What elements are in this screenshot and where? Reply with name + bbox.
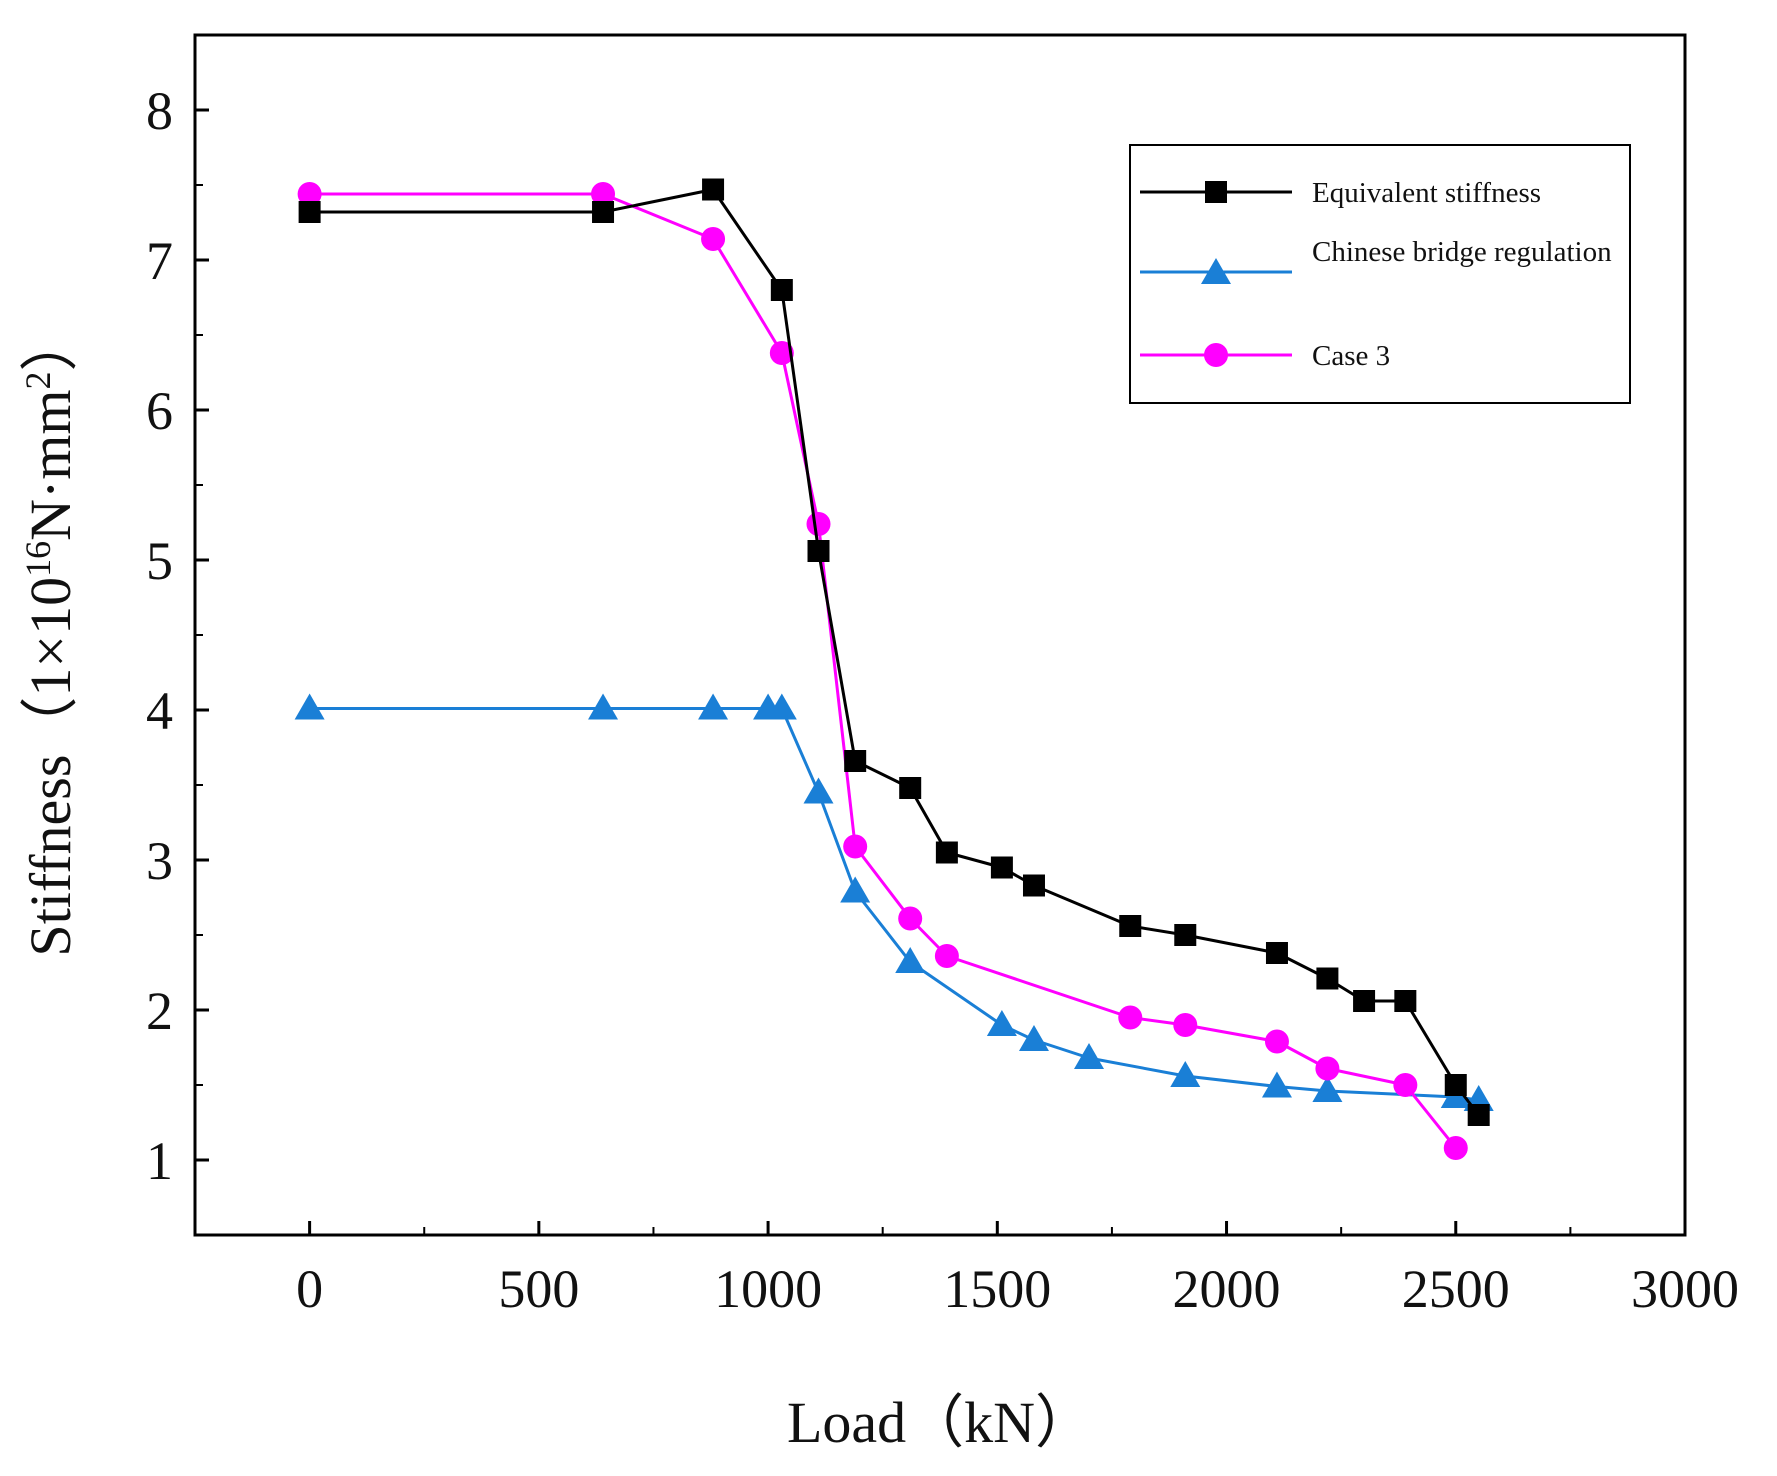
data-point bbox=[1018, 1025, 1049, 1051]
data-point bbox=[843, 834, 868, 859]
data-point bbox=[588, 693, 619, 720]
data-point bbox=[806, 512, 831, 536]
y-tick-label: 1 bbox=[146, 1131, 173, 1191]
data-point bbox=[1119, 915, 1142, 937]
data-point bbox=[702, 178, 725, 201]
y-tick-label: 4 bbox=[146, 681, 173, 741]
x-tick-label: 3000 bbox=[1631, 1259, 1739, 1319]
legend-label-chinese-bridge-regulation: Chinese bridge regulation bbox=[1312, 236, 1612, 268]
x-axis-title: Load（kN） bbox=[787, 1390, 1093, 1455]
x-tick-label: 2500 bbox=[1402, 1259, 1510, 1319]
data-point bbox=[844, 750, 867, 772]
legend-marker-chinese-bridge-regulation bbox=[1201, 258, 1231, 284]
data-point bbox=[1467, 1104, 1490, 1126]
data-point bbox=[1312, 1076, 1343, 1102]
y-axis-title-suffix: ） bbox=[18, 313, 83, 371]
data-point bbox=[807, 540, 830, 562]
data-point bbox=[1394, 990, 1417, 1012]
y-axis-title-prefix: Stiffness（1×10 bbox=[18, 577, 83, 957]
y-tick-label: 6 bbox=[146, 381, 173, 441]
x-tick-label: 2000 bbox=[1173, 1259, 1281, 1319]
legend-marker-equivalent-stiffness bbox=[1205, 181, 1227, 203]
legend-marker-case-3 bbox=[1204, 343, 1228, 367]
x-tick-label: 500 bbox=[498, 1259, 579, 1319]
data-point bbox=[1022, 874, 1045, 897]
data-point bbox=[1173, 1013, 1198, 1037]
data-point bbox=[840, 876, 871, 903]
data-point bbox=[1316, 967, 1339, 990]
data-point bbox=[898, 906, 923, 931]
data-point bbox=[1174, 924, 1197, 946]
y-axis-title: Stiffness（1×1016N·mm2） bbox=[18, 313, 83, 956]
y-tick-label: 7 bbox=[146, 231, 173, 291]
data-point bbox=[803, 777, 834, 804]
data-point bbox=[990, 856, 1013, 879]
series-chinese-bridge-regulation bbox=[294, 693, 1494, 1111]
data-point bbox=[899, 777, 922, 799]
x-tick-label: 1500 bbox=[943, 1259, 1051, 1319]
x-axis-ticks: 0 500 1000 1500 2000 2500 3000 bbox=[296, 1221, 1739, 1319]
legend-label-case-3: Case 3 bbox=[1312, 340, 1390, 372]
data-point bbox=[1393, 1073, 1418, 1097]
y-tick-label: 2 bbox=[146, 981, 173, 1041]
x-tick-label: 0 bbox=[296, 1259, 323, 1319]
data-point bbox=[701, 227, 726, 251]
data-point bbox=[935, 841, 958, 864]
data-point bbox=[591, 182, 616, 206]
legend: Equivalent stiffness Chinese bridge regu… bbox=[1129, 144, 1631, 404]
data-point bbox=[770, 279, 793, 301]
y-tick-label: 5 bbox=[146, 531, 173, 591]
y-tick-label: 3 bbox=[146, 831, 173, 891]
data-point bbox=[986, 1010, 1017, 1036]
y-axis-title-unit: N·mm bbox=[18, 389, 83, 540]
data-point bbox=[297, 182, 322, 206]
data-point bbox=[1261, 1071, 1292, 1098]
data-point bbox=[1264, 1029, 1289, 1054]
data-point bbox=[934, 944, 959, 968]
data-point bbox=[592, 201, 615, 223]
data-point bbox=[1315, 1056, 1340, 1081]
y-axis-title-exponent: 16 bbox=[18, 541, 58, 577]
series-line-chinese-bridge-regulation bbox=[309, 707, 1479, 1102]
series-layer bbox=[294, 178, 1494, 1160]
y-axis-title-exponent-2: 2 bbox=[18, 371, 58, 389]
data-point bbox=[766, 693, 797, 720]
data-point bbox=[1353, 990, 1376, 1012]
data-point bbox=[1118, 1005, 1143, 1030]
data-point bbox=[698, 693, 729, 720]
data-point bbox=[1074, 1043, 1104, 1069]
y-tick-label: 8 bbox=[146, 81, 173, 141]
data-point bbox=[1444, 1074, 1467, 1096]
data-point bbox=[769, 341, 794, 365]
y-axis-ticks: 1 2 3 4 5 6 7 8 bbox=[146, 81, 209, 1191]
series-case-3 bbox=[297, 182, 1468, 1160]
legend-label-equivalent-stiffness: Equivalent stiffness bbox=[1312, 177, 1541, 209]
data-point bbox=[1443, 1136, 1468, 1160]
x-tick-label: 1000 bbox=[714, 1259, 822, 1319]
series-equivalent-stiffness bbox=[298, 178, 1490, 1126]
data-point bbox=[1170, 1061, 1201, 1087]
data-point bbox=[298, 201, 321, 223]
data-point bbox=[1265, 942, 1288, 964]
data-point bbox=[294, 693, 325, 720]
data-point bbox=[895, 947, 926, 973]
